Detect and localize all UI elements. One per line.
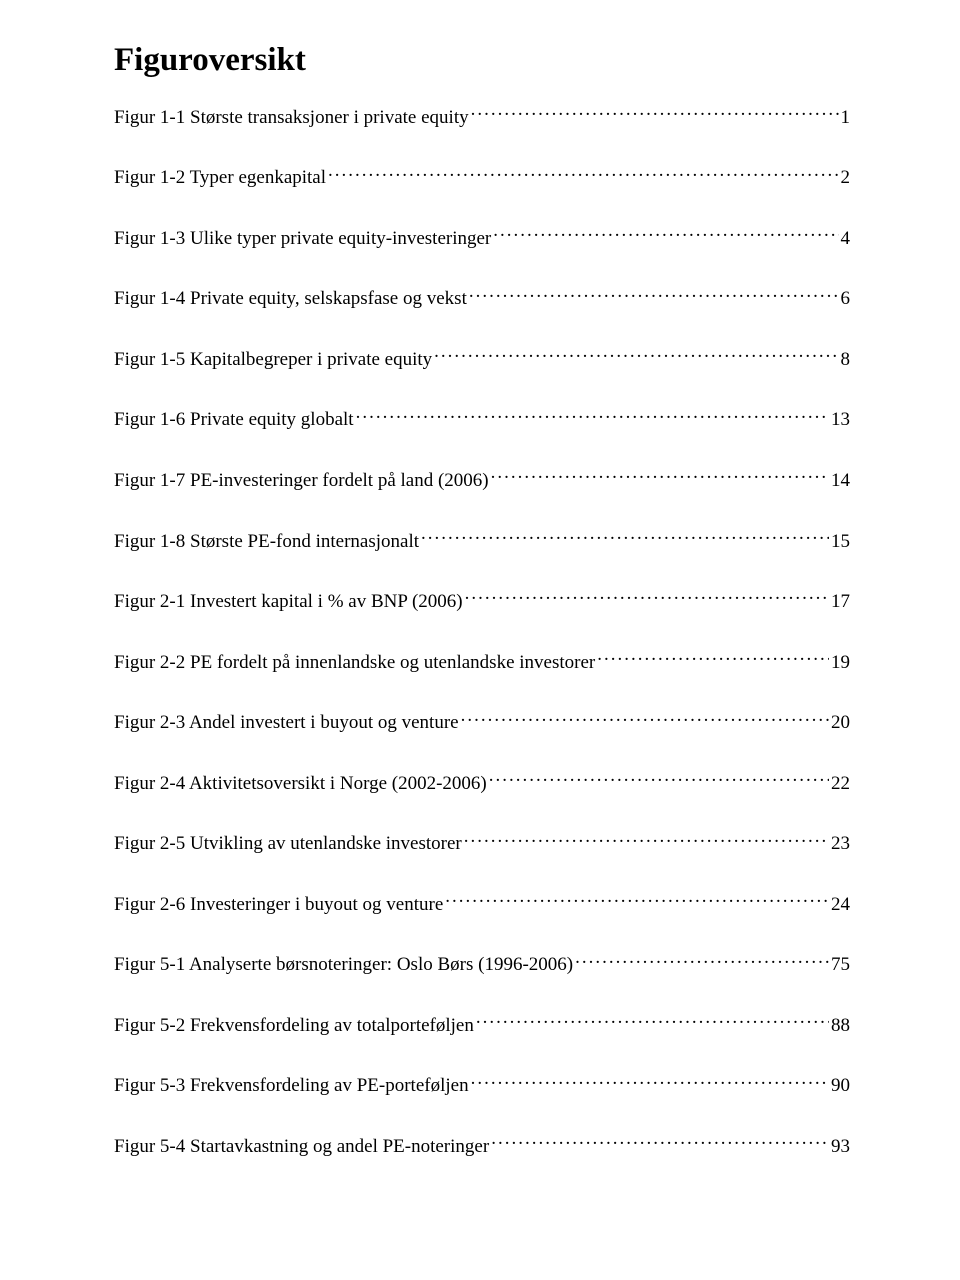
toc-entry-label: Figur 1-5 Kapitalbegreper i private equi… (114, 347, 432, 373)
toc-leader-dots (421, 526, 829, 547)
toc-entry-page: 75 (831, 952, 850, 978)
toc-entry: Figur 2-6 Investeringer i buyout og vent… (114, 889, 850, 918)
toc-entry-page: 93 (831, 1134, 850, 1160)
toc-entry: Figur 2-4 Aktivitetsoversikt i Norge (20… (114, 768, 850, 797)
toc-entry-label: Figur 5-2 Frekvensfordeling av totalport… (114, 1013, 474, 1039)
toc-entry-label: Figur 2-4 Aktivitetsoversikt i Norge (20… (114, 771, 487, 797)
toc-entry-label: Figur 1-4 Private equity, selskapsfase o… (114, 286, 467, 312)
toc-entry: Figur 2-2 PE fordelt på innenlandske og … (114, 647, 850, 676)
toc-entry-page: 1 (841, 105, 851, 131)
toc-leader-dots (469, 284, 839, 305)
toc-entry-label: Figur 5-1 Analyserte børsnoteringer: Osl… (114, 952, 573, 978)
toc-entry-page: 15 (831, 529, 850, 555)
toc-entry: Figur 1-4 Private equity, selskapsfase o… (114, 284, 850, 313)
toc-leader-dots (356, 405, 829, 426)
toc-leader-dots (597, 647, 829, 668)
toc-entry: Figur 1-5 Kapitalbegreper i private equi… (114, 344, 850, 373)
toc-entry-page: 23 (831, 831, 850, 857)
toc-entry-page: 13 (831, 407, 850, 433)
toc-entry-page: 14 (831, 468, 850, 494)
document-page: Figuroversikt Figur 1-1 Største transaks… (0, 0, 960, 1280)
toc-entry-label: Figur 1-6 Private equity globalt (114, 407, 354, 433)
toc-entry-label: Figur 1-8 Største PE-fond internasjonalt (114, 529, 419, 555)
toc-entry: Figur 1-7 PE-investeringer fordelt på la… (114, 465, 850, 494)
toc-entry-page: 8 (841, 347, 851, 373)
toc-entry-label: Figur 5-3 Frekvensfordeling av PE-portef… (114, 1073, 469, 1099)
toc-entry: Figur 2-3 Andel investert i buyout og ve… (114, 707, 850, 736)
toc-entry-page: 19 (831, 650, 850, 676)
toc-entry-label: Figur 2-6 Investeringer i buyout og vent… (114, 892, 443, 918)
toc-entry-page: 90 (831, 1073, 850, 1099)
toc-leader-dots (491, 1131, 829, 1152)
toc-leader-dots (445, 889, 829, 910)
toc-leader-dots (434, 344, 838, 365)
toc-entry: Figur 1-2 Typer egenkapital 2 (114, 162, 850, 191)
figure-list: Figur 1-1 Største transaksjoner i privat… (114, 102, 850, 1160)
toc-entry-label: Figur 2-2 PE fordelt på innenlandske og … (114, 650, 595, 676)
toc-entry-page: 2 (841, 165, 851, 191)
toc-entry: Figur 1-6 Private equity globalt 13 (114, 405, 850, 434)
toc-leader-dots (471, 102, 839, 123)
toc-entry-page: 88 (831, 1013, 850, 1039)
toc-entry-label: Figur 1-2 Typer egenkapital (114, 165, 326, 191)
toc-entry-label: Figur 2-5 Utvikling av utenlandske inves… (114, 831, 462, 857)
toc-leader-dots (491, 465, 829, 486)
toc-leader-dots (464, 828, 829, 849)
toc-entry: Figur 5-2 Frekvensfordeling av totalport… (114, 1010, 850, 1039)
toc-leader-dots (465, 586, 829, 607)
toc-entry-label: Figur 1-7 PE-investeringer fordelt på la… (114, 468, 489, 494)
toc-entry: Figur 2-5 Utvikling av utenlandske inves… (114, 828, 850, 857)
toc-entry: Figur 5-3 Frekvensfordeling av PE-portef… (114, 1070, 850, 1099)
toc-entry-label: Figur 1-1 Største transaksjoner i privat… (114, 105, 469, 131)
page-title: Figuroversikt (114, 42, 850, 80)
toc-entry: Figur 5-4 Startavkastning og andel PE-no… (114, 1131, 850, 1160)
toc-entry-label: Figur 1-3 Ulike typer private equity-inv… (114, 226, 491, 252)
toc-leader-dots (461, 707, 829, 728)
toc-entry-page: 4 (841, 226, 851, 252)
toc-entry-page: 24 (831, 892, 850, 918)
toc-entry-page: 17 (831, 589, 850, 615)
toc-entry: Figur 5-1 Analyserte børsnoteringer: Osl… (114, 949, 850, 978)
toc-entry: Figur 1-3 Ulike typer private equity-inv… (114, 223, 850, 252)
toc-entry: Figur 2-1 Investert kapital i % av BNP (… (114, 586, 850, 615)
toc-leader-dots (489, 768, 829, 789)
toc-leader-dots (575, 949, 829, 970)
toc-entry: Figur 1-1 Største transaksjoner i privat… (114, 102, 850, 131)
toc-leader-dots (471, 1070, 829, 1091)
toc-leader-dots (493, 223, 838, 244)
toc-entry-label: Figur 5-4 Startavkastning og andel PE-no… (114, 1134, 489, 1160)
toc-entry-label: Figur 2-1 Investert kapital i % av BNP (… (114, 589, 463, 615)
toc-entry: Figur 1-8 Største PE-fond internasjonalt… (114, 526, 850, 555)
toc-entry-page: 22 (831, 771, 850, 797)
toc-leader-dots (476, 1010, 829, 1031)
toc-entry-page: 6 (841, 286, 851, 312)
toc-leader-dots (328, 162, 838, 183)
toc-entry-label: Figur 2-3 Andel investert i buyout og ve… (114, 710, 459, 736)
toc-entry-page: 20 (831, 710, 850, 736)
